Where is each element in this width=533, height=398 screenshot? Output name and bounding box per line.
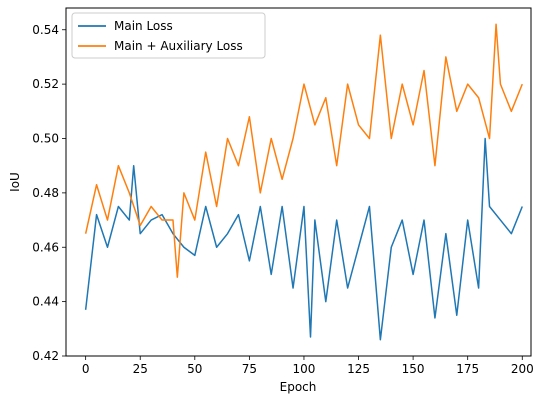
x-axis: 0 25 50 75 100 125 150 175 200 [82,356,533,376]
x-tick-label: 25 [133,362,148,376]
y-tick-label: 0.54 [32,23,59,37]
x-tick-label: 100 [293,362,316,376]
x-tick-label: 125 [347,362,370,376]
y-tick-label: 0.52 [32,77,59,91]
x-tick-label: 0 [82,362,90,376]
y-tick-label: 0.50 [32,132,59,146]
x-axis-label: Epoch [280,380,317,394]
y-axis: 0.42 0.44 0.46 0.48 0.50 0.52 0.54 [32,23,66,363]
x-tick-label: 200 [511,362,533,376]
x-tick-label: 50 [187,362,202,376]
legend: Main Loss Main + Auxiliary Loss [71,12,266,59]
y-tick-label: 0.44 [32,295,59,309]
y-axis-label: IoU [8,172,22,192]
series-line-2 [84,23,523,278]
series-layer [84,23,523,341]
legend-label-1: Main Loss [114,19,173,33]
series-line-1 [84,137,523,341]
y-tick-label: 0.48 [32,186,59,200]
x-tick-label: 175 [456,362,479,376]
plot-area-background [66,8,531,356]
legend-box [71,12,266,59]
x-tick-label: 75 [242,362,257,376]
x-tick-label: 150 [402,362,425,376]
y-tick-label: 0.46 [32,240,59,254]
y-tick-label: 0.42 [32,349,59,363]
plot-frame [65,7,532,357]
legend-label-2: Main + Auxiliary Loss [114,39,243,53]
